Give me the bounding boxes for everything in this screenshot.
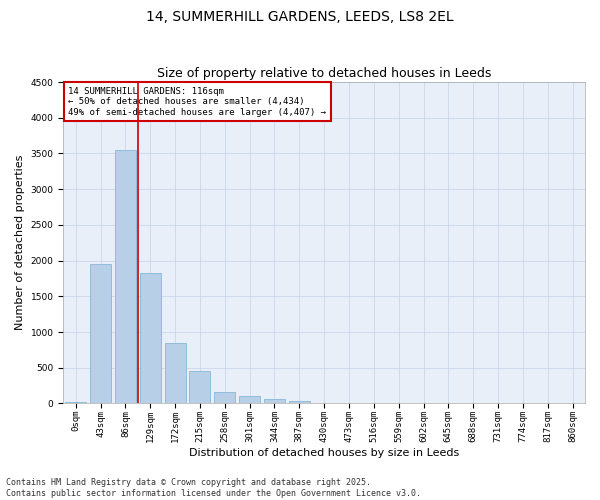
Title: Size of property relative to detached houses in Leeds: Size of property relative to detached ho…	[157, 66, 491, 80]
Bar	[65, 402, 86, 404]
Bar	[214, 392, 235, 404]
Bar	[239, 396, 260, 404]
X-axis label: Distribution of detached houses by size in Leeds: Distribution of detached houses by size …	[189, 448, 459, 458]
Bar	[115, 150, 136, 404]
Bar	[90, 264, 111, 404]
Bar	[164, 342, 185, 404]
Bar	[264, 399, 285, 404]
Text: 14, SUMMERHILL GARDENS, LEEDS, LS8 2EL: 14, SUMMERHILL GARDENS, LEEDS, LS8 2EL	[146, 10, 454, 24]
Text: 14 SUMMERHILL GARDENS: 116sqm
← 50% of detached houses are smaller (4,434)
49% o: 14 SUMMERHILL GARDENS: 116sqm ← 50% of d…	[68, 87, 326, 117]
Y-axis label: Number of detached properties: Number of detached properties	[15, 155, 25, 330]
Bar	[190, 372, 211, 404]
Bar	[140, 274, 161, 404]
Text: Contains HM Land Registry data © Crown copyright and database right 2025.
Contai: Contains HM Land Registry data © Crown c…	[6, 478, 421, 498]
Bar	[289, 402, 310, 404]
